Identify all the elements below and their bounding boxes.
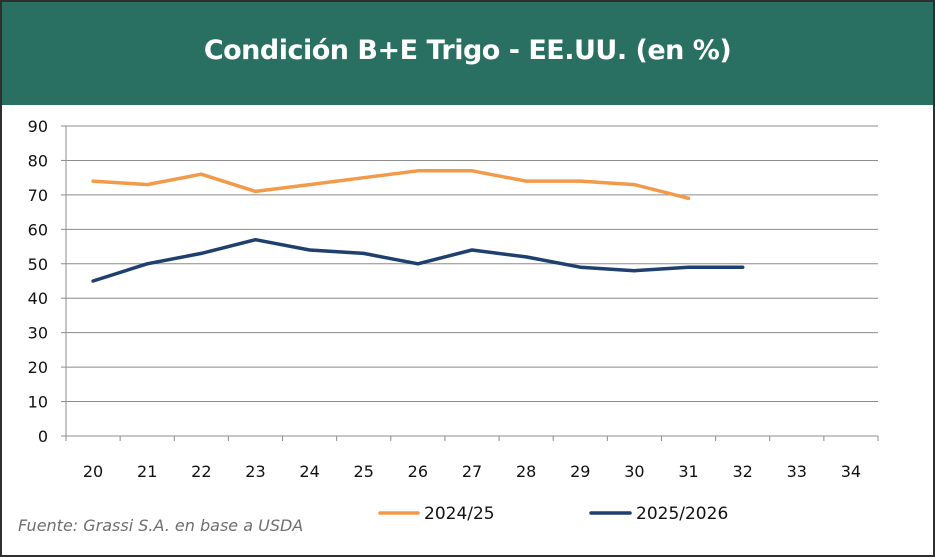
x-tick-label: 28 <box>516 462 536 481</box>
y-tick-labels: 0 10 20 30 40 50 60 70 80 90 <box>28 117 48 446</box>
data-point <box>470 248 474 252</box>
y-tick-label: 60 <box>28 220 48 239</box>
data-point <box>91 279 95 283</box>
x-tick-label: 21 <box>137 462 157 481</box>
data-point <box>362 251 366 255</box>
x-tick-label: 33 <box>787 462 807 481</box>
data-point <box>253 189 257 193</box>
x-tick-label: 26 <box>408 462 428 481</box>
chart-title: Condición B+E Trigo - EE.UU. (en %) <box>203 35 732 66</box>
source-note: Fuente: Grassi S.A. en base a USDA <box>18 516 304 535</box>
data-point <box>199 172 203 176</box>
x-tick-label: 24 <box>299 462 319 481</box>
x-tick-label: 22 <box>191 462 211 481</box>
data-point <box>416 262 420 266</box>
legend-label: 2024/25 <box>424 504 495 524</box>
x-tick-label: 20 <box>83 462 103 481</box>
x-tick-label: 32 <box>732 462 752 481</box>
x-tick-label: 27 <box>462 462 482 481</box>
data-point <box>524 255 528 259</box>
y-tick-label: 10 <box>28 393 48 412</box>
data-point <box>145 262 149 266</box>
legend-label: 2025/2026 <box>636 504 728 524</box>
y-tick-label: 80 <box>28 151 48 170</box>
x-tick-label: 31 <box>678 462 698 481</box>
legend: 2024/25 2025/2026 <box>378 504 728 524</box>
data-point <box>145 183 149 187</box>
y-tick-label: 30 <box>28 324 48 343</box>
x-tick-label: 23 <box>245 462 265 481</box>
data-point <box>632 183 636 187</box>
series-line-1 <box>91 169 691 201</box>
x-tick-label: 34 <box>841 462 861 481</box>
y-tick-label: 70 <box>28 186 48 205</box>
series-lines <box>91 169 745 283</box>
data-point <box>578 179 582 183</box>
x-tick-label: 29 <box>570 462 590 481</box>
series-line-2 <box>91 237 745 283</box>
x-tick-label: 30 <box>624 462 644 481</box>
x-tick-labels: 20 21 22 23 24 25 26 27 28 29 30 31 32 33 34 <box>83 462 861 481</box>
x-tick-label: 25 <box>354 462 374 481</box>
axes <box>61 125 879 441</box>
data-point <box>632 269 636 273</box>
data-point <box>362 176 366 180</box>
y-tick-label: 0 <box>38 427 48 446</box>
chart-header: Condición B+E Trigo - EE.UU. (en %) <box>2 2 933 105</box>
y-tick-label: 40 <box>28 289 48 308</box>
data-point <box>470 169 474 173</box>
data-point <box>253 238 257 242</box>
y-tick-label: 50 <box>28 255 48 274</box>
data-point <box>91 179 95 183</box>
data-point <box>687 265 691 269</box>
data-point <box>416 169 420 173</box>
data-point <box>199 251 203 255</box>
y-tick-label: 20 <box>28 358 48 377</box>
data-point <box>308 248 312 252</box>
data-point <box>308 183 312 187</box>
data-point <box>741 265 745 269</box>
y-tick-label: 90 <box>28 117 48 136</box>
grid-lines <box>66 125 878 403</box>
data-point <box>524 179 528 183</box>
data-point <box>578 265 582 269</box>
data-point <box>687 196 691 200</box>
